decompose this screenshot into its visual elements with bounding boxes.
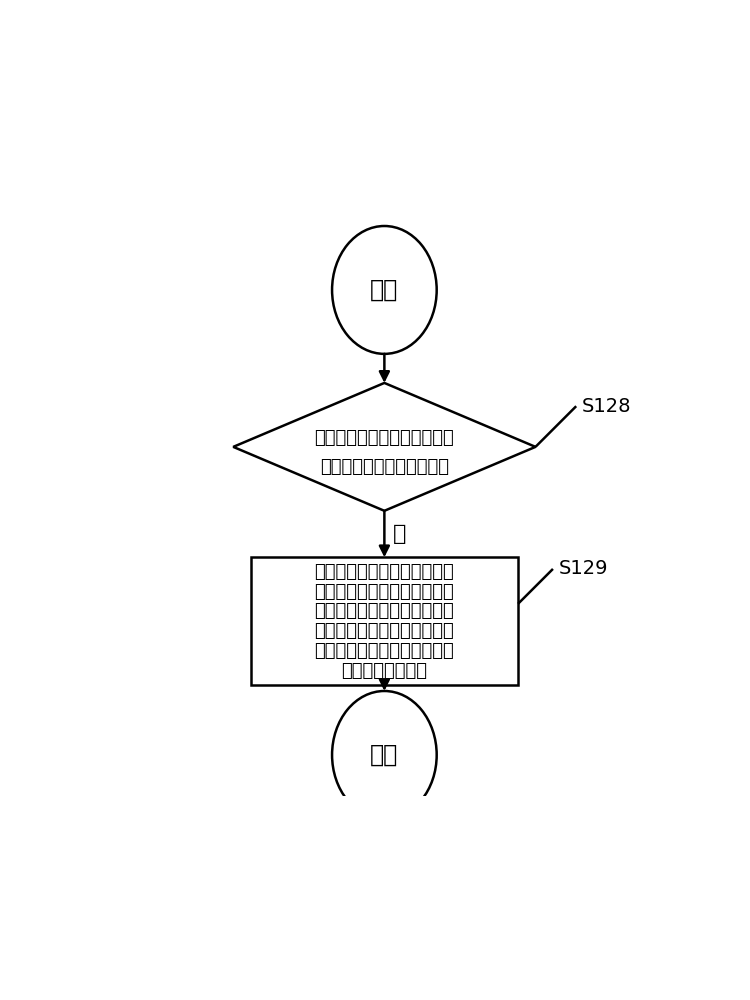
Text: S128: S128 xyxy=(582,397,632,416)
Text: 开始: 开始 xyxy=(370,278,398,302)
Text: 在距离所述交通拥堵路段第一: 在距离所述交通拥堵路段第一 xyxy=(314,563,454,581)
Text: 提示信息，并控制车辆的当前: 提示信息，并控制车辆的当前 xyxy=(314,622,454,640)
Text: 是: 是 xyxy=(393,524,406,544)
Text: 检测车辆前方第二预定距离范: 检测车辆前方第二预定距离范 xyxy=(314,429,454,447)
Text: 结束: 结束 xyxy=(370,743,398,767)
Text: 预定距离时，通过人机交互系: 预定距离时，通过人机交互系 xyxy=(314,583,454,601)
Text: 路段的最高限速值: 路段的最高限速值 xyxy=(341,662,427,680)
Text: 统输出提示驾驶员进行换道的: 统输出提示驾驶员进行换道的 xyxy=(314,602,454,620)
Text: 围内是否存在交通拥堵路段: 围内是否存在交通拥堵路段 xyxy=(320,458,448,476)
Text: 车速调整至小于车辆当前所处: 车速调整至小于车辆当前所处 xyxy=(314,642,454,660)
Text: S129: S129 xyxy=(559,559,608,578)
